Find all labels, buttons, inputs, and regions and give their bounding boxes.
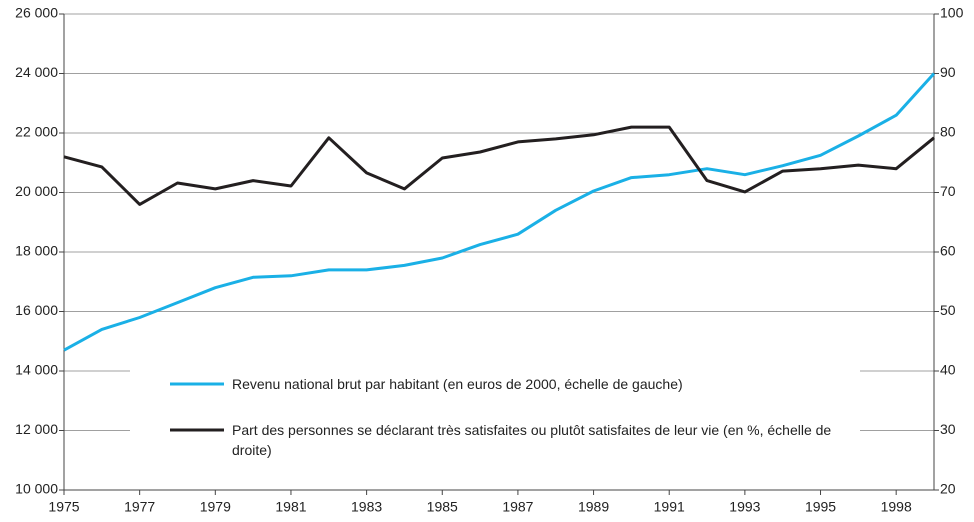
x-tick-label: 1979: [200, 499, 231, 515]
y-tick-label: 18 000: [15, 243, 58, 259]
x-tick-label: 1981: [275, 499, 306, 515]
y-tick-label: 16 000: [15, 302, 58, 318]
x-tick-label: 1985: [427, 499, 458, 515]
y-tick-label: 20 000: [15, 183, 58, 199]
y-tick-label: 12 000: [15, 421, 58, 437]
legend-label: Part des personnes se déclarant très sat…: [232, 422, 832, 458]
y-tick-label: 24 000: [15, 64, 58, 80]
x-tick-label: 1991: [654, 499, 685, 515]
x-tick-label: 1977: [124, 499, 155, 515]
x-tick-label: 1998: [881, 499, 912, 515]
y-tick-label: 10 000: [15, 481, 58, 497]
line-series: [63, 72, 936, 352]
legend-box: [130, 366, 860, 472]
line-series: [63, 125, 935, 206]
y2-tick-label: 50: [940, 302, 956, 318]
y2-tick-label: 70: [940, 183, 956, 199]
y-tick-label: 26 000: [15, 5, 58, 21]
y2-tick-label: 20: [940, 481, 956, 497]
y-tick-label: 22 000: [15, 124, 58, 140]
y2-tick-label: 30: [940, 421, 956, 437]
y2-tick-label: 40: [940, 362, 956, 378]
x-tick-label: 1987: [502, 499, 533, 515]
y2-tick-label: 100: [940, 5, 964, 21]
y2-tick-label: 60: [940, 243, 956, 259]
y2-tick-label: 80: [940, 124, 956, 140]
x-tick-label: 1989: [578, 499, 609, 515]
x-tick-label: 1975: [48, 499, 79, 515]
legend-label: Revenu national brut par habitant (en eu…: [232, 376, 683, 392]
y2-tick-label: 90: [940, 64, 956, 80]
y-tick-label: 14 000: [15, 362, 58, 378]
x-tick-label: 1983: [351, 499, 382, 515]
x-tick-label: 1993: [729, 499, 760, 515]
x-tick-label: 1995: [805, 499, 836, 515]
